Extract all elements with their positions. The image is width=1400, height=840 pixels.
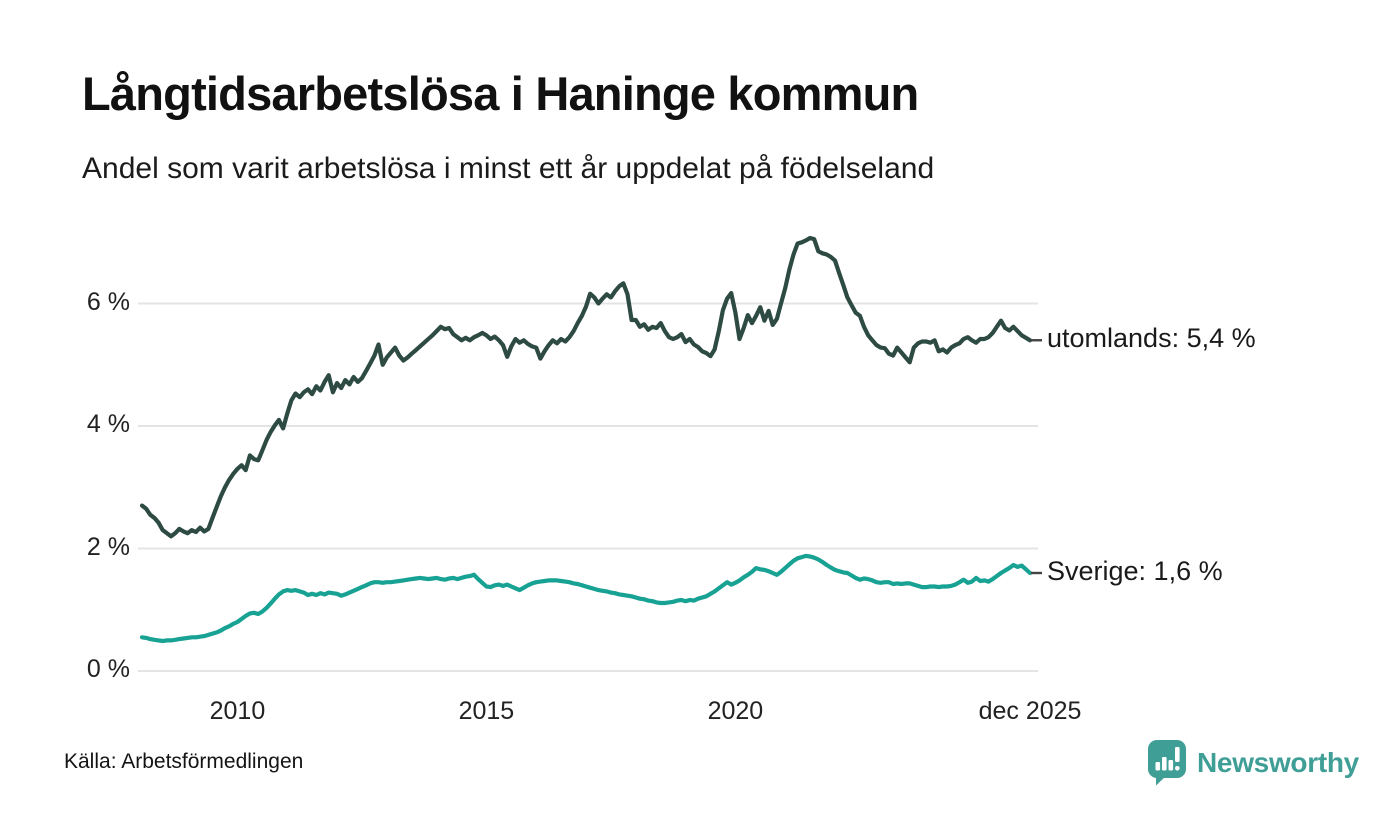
x-axis-tick-label: 2010 [209, 697, 266, 725]
chart-title: Långtidsarbetslösa i Haninge kommun [82, 67, 919, 120]
y-axis-tick-label: 2 % [86, 532, 130, 561]
source-note: Källa: Arbetsförmedlingen [64, 750, 304, 773]
y-axis-tick-label: 0 % [86, 655, 130, 683]
x-axis-tick-label: 2015 [458, 697, 515, 725]
series-line-utomlands [139, 235, 1033, 539]
x-axis-tick-label: dec 2025 [978, 697, 1082, 725]
newsworthy-logo-icon [1148, 740, 1186, 786]
y-axis-tick-label: 6 % [86, 287, 130, 316]
series-line-sverige [139, 553, 1033, 644]
x-axis-tick-label: 2020 [707, 697, 764, 725]
newsworthy-logo: Newsworthy [1147, 739, 1359, 786]
newsworthy-logo-text: Newsworthy [1197, 746, 1359, 778]
series-end-label-utomlands: utomlands: 5,4 % [1047, 323, 1256, 354]
series-end-label-sverige: Sverige: 1,6 % [1047, 556, 1223, 586]
chart-subtitle: Andel som varit arbetslösa i minst ett å… [82, 152, 935, 185]
y-axis-tick-label: 4 % [86, 410, 130, 438]
